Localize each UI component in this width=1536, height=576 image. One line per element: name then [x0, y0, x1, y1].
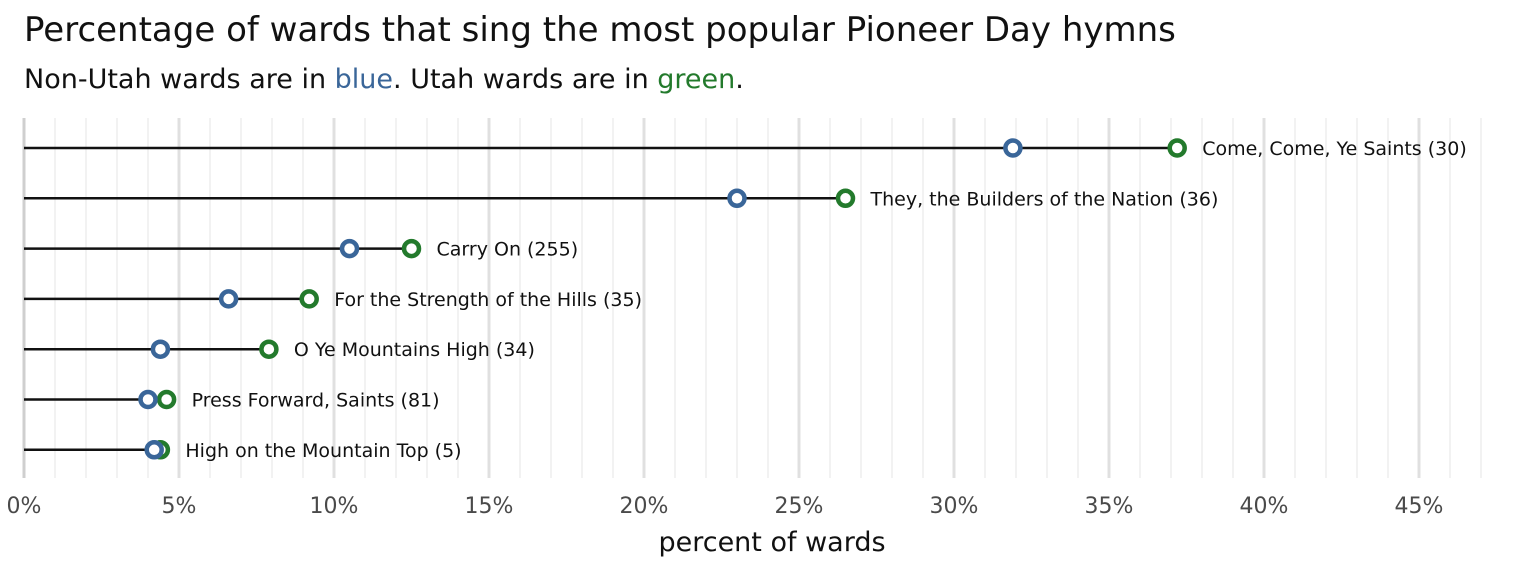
x-tick-label: 35%: [1085, 494, 1134, 519]
subtitle-middle: . Utah wards are in: [393, 64, 658, 95]
x-tick-label: 20%: [620, 494, 669, 519]
non-utah-point: [144, 440, 164, 460]
utah-point: [401, 238, 422, 259]
hymn-row: Come, Come, Ye Saints (30): [24, 138, 1467, 160]
non-utah-point: [727, 188, 747, 209]
x-tick-label: 0%: [7, 494, 42, 519]
non-utah-point: [138, 389, 158, 410]
chart-marks: Come, Come, Ye Saints (30) They, the Buil…: [24, 138, 1467, 462]
x-tick-label: 40%: [1240, 494, 1289, 519]
hymn-label: High on the Mountain Top (5): [185, 440, 461, 462]
non-utah-point: [218, 289, 239, 309]
x-tick-label: 25%: [775, 494, 824, 519]
hymn-label: Press Forward, Saints (81): [192, 390, 440, 412]
hymn-row: High on the Mountain Top (5): [24, 440, 462, 462]
hymn-label: Come, Come, Ye Saints (30): [1202, 138, 1467, 160]
x-axis-title: percent of wards: [658, 527, 885, 558]
hymn-label: O Ye Mountains High (34): [294, 339, 535, 361]
x-tick-label: 30%: [930, 494, 979, 519]
hymn-label: They, the Builders of the Nation (36): [870, 188, 1219, 210]
hymn-row: O Ye Mountains High (34): [24, 339, 535, 361]
utah-point: [835, 188, 856, 209]
non-utah-point: [150, 339, 171, 359]
x-tick-label: 45%: [1395, 494, 1444, 519]
subtitle-prefix: Non-Utah wards are in: [24, 64, 335, 95]
hymn-label: Carry On (255): [437, 239, 579, 261]
chart-subtitle: Non-Utah wards are in blue. Utah wards a…: [24, 64, 744, 95]
x-axis-ticks: 0% 5% 10% 15% 20% 25% 30% 35% 40% 45%: [7, 494, 1444, 519]
hymn-label: For the Strength of the Hills (35): [334, 289, 642, 311]
utah-point: [259, 339, 279, 359]
non-utah-point: [1003, 138, 1023, 158]
hymn-row: Carry On (255): [24, 239, 578, 261]
utah-point: [299, 289, 319, 309]
chart-title: Percentage of wards that sing the most p…: [24, 10, 1176, 50]
subtitle-suffix: .: [735, 64, 744, 95]
subtitle-green-word: green: [657, 64, 736, 95]
hymn-row: They, the Builders of the Nation (36): [24, 188, 1218, 210]
hymn-row: For the Strength of the Hills (35): [24, 289, 642, 311]
x-tick-label: 15%: [465, 494, 514, 519]
utah-point: [1167, 138, 1187, 158]
x-tick-label: 10%: [310, 494, 359, 519]
utah-point: [156, 389, 177, 410]
x-tick-label: 5%: [162, 494, 197, 519]
subtitle-blue-word: blue: [334, 64, 394, 95]
non-utah-point: [339, 238, 360, 259]
hymn-row: Press Forward, Saints (81): [24, 390, 440, 412]
